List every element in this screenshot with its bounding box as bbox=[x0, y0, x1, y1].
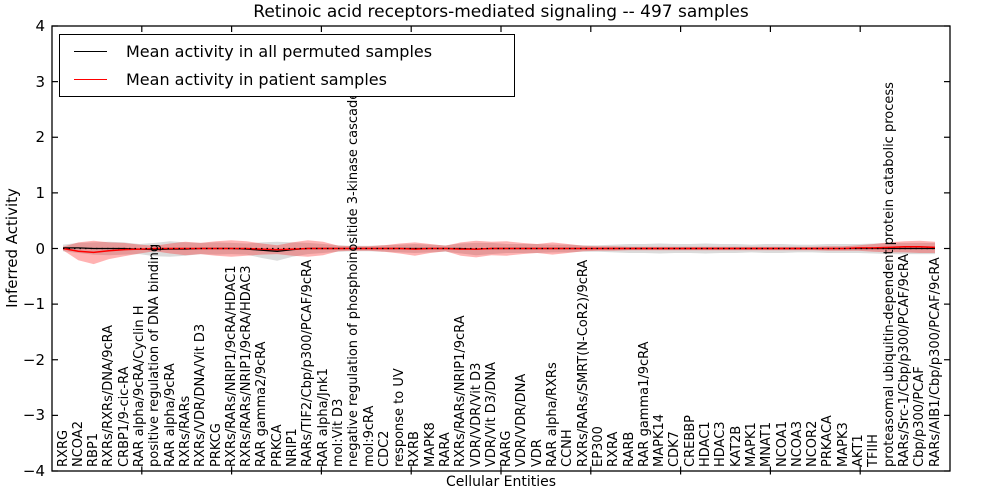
y-tick-label: 2 bbox=[35, 128, 45, 147]
x-tick-label: CDC2 bbox=[376, 430, 392, 467]
legend-label: Mean activity in patient samples bbox=[126, 69, 387, 89]
x-tick-label: MAPK3 bbox=[835, 422, 851, 467]
x-tick-label: RBP1 bbox=[86, 432, 102, 467]
x-tick-label: VDR/VDR/Vit D3 bbox=[468, 362, 484, 467]
x-tick-label: mol:Vit D3 bbox=[330, 398, 346, 467]
x-tick-label: mol:9cRA bbox=[361, 405, 377, 467]
y-tick-label: 3 bbox=[35, 72, 45, 91]
y-tick-label: −4 bbox=[22, 462, 45, 480]
x-tick-label: RXRA bbox=[606, 431, 622, 467]
legend: Mean activity in all permuted samples Me… bbox=[59, 34, 515, 97]
x-tick-label: VDR bbox=[529, 439, 545, 467]
y-tick-label: −3 bbox=[22, 406, 45, 425]
x-tick-label: EP300 bbox=[590, 426, 606, 467]
x-tick-label: RXRs/RARs/NRIP1/9cRA/HDAC3 bbox=[239, 265, 255, 467]
legend-label: Mean activity in all permuted samples bbox=[126, 42, 433, 62]
permuted-std-band bbox=[63, 241, 935, 261]
x-tick-label: RARA bbox=[438, 432, 453, 467]
x-tick-label: PRKCA bbox=[269, 424, 285, 467]
x-tick-label: NCOA2 bbox=[70, 421, 86, 467]
x-tick-label: NCOR2 bbox=[805, 420, 821, 467]
y-tick-label: −1 bbox=[22, 295, 45, 314]
x-tick-label: response to UV bbox=[392, 368, 408, 467]
y-tick-label: −2 bbox=[22, 350, 45, 369]
x-tick-label: RAR alpha/Jnk1 bbox=[315, 368, 331, 467]
x-tick-label: MNAT1 bbox=[759, 421, 775, 467]
x-tick-label: Cbp/p300/PCAF bbox=[912, 366, 928, 467]
y-tick-label: 0 bbox=[35, 239, 45, 258]
y-tick-label: 4 bbox=[35, 17, 45, 35]
x-tick-label: CRBP1/9-cic-RA bbox=[116, 366, 132, 467]
chart-title: Retinoic acid receptors-mediated signali… bbox=[253, 2, 749, 22]
x-tick-label: RARs/Src-1/Cbp/p300/PCAF/9cRA bbox=[896, 253, 912, 467]
x-tick-label: MAPK8 bbox=[422, 422, 438, 467]
x-tick-label: RAR alpha/RXRs bbox=[545, 362, 560, 467]
legend-item: Mean activity in patient samples bbox=[60, 70, 514, 89]
x-tick-label: VDR/VDR/DNA bbox=[514, 373, 530, 467]
x-tick-label: PRKCG bbox=[208, 423, 224, 467]
x-tick-label: RAR alpha/9cRA/Cyclin H bbox=[132, 305, 147, 467]
x-tick-label: RAR gamma1/9cRA bbox=[636, 341, 652, 467]
x-tick-label: NCOA3 bbox=[789, 421, 805, 467]
x-tick-label: NRIP1 bbox=[285, 428, 300, 467]
x-tick-label: RXRs/RARs/NRIP1/9cRA/HDAC1 bbox=[223, 265, 239, 467]
plot-frame bbox=[51, 25, 951, 472]
patient-std-band bbox=[63, 240, 935, 265]
x-tick-label: TFIIH bbox=[866, 434, 882, 467]
x-tick-label: proteasomal ubiquitin-dependent protein … bbox=[881, 82, 897, 467]
x-tick-label: RXRs/RARs bbox=[177, 395, 193, 467]
x-tick-label: VDR/Vit D3/DNA bbox=[483, 361, 499, 467]
x-tick-label: RAR gamma2/9cRA bbox=[254, 341, 270, 467]
x-tick-label: MAPK1 bbox=[743, 422, 759, 467]
x-axis-label: Cellular Entities bbox=[445, 474, 557, 490]
x-tick-label: KAT2B bbox=[728, 425, 744, 467]
x-tick-label: MAPK14 bbox=[652, 413, 668, 467]
legend-item: Mean activity in all permuted samples bbox=[60, 42, 514, 61]
legend-line-patient-icon bbox=[74, 78, 107, 80]
x-tick-label: HDAC3 bbox=[713, 421, 729, 467]
x-tick-label: RARs/TIF2/Cbp/p300/PCAF/9cRA bbox=[300, 259, 316, 467]
y-tick-label: 1 bbox=[35, 183, 45, 202]
x-tick-label: RXRs/VDR/DNA/Vit D3 bbox=[193, 323, 209, 467]
x-tick-label: RARs/AIB1/Cbp/p300/PCAF/9cRA bbox=[927, 257, 943, 467]
x-tick-label: RAR alpha/9cRA bbox=[162, 363, 178, 467]
x-tick-label: CDK7 bbox=[667, 431, 683, 467]
x-tick-label: RXRs/RXRs/DNA/9cRA bbox=[101, 324, 117, 467]
x-tick-label: CCNH bbox=[560, 429, 576, 467]
x-tick-label: NCOA1 bbox=[774, 421, 790, 467]
x-tick-label: RXRs/RARs/NRIP1/9cRA bbox=[453, 315, 469, 467]
x-tick-label: HDAC1 bbox=[698, 421, 713, 467]
x-tick-label: RXRs/RARs/SMRT(N-CoR2)/9cRA bbox=[575, 259, 591, 467]
x-tick-label: CREBBP bbox=[682, 415, 698, 467]
x-tick-label: negative regulation of phosphoinositide … bbox=[346, 91, 362, 467]
x-tick-label: positive regulation of DNA binding bbox=[147, 243, 163, 467]
x-tick-label: RARB bbox=[621, 431, 637, 467]
x-tick-label: RXRG bbox=[55, 429, 71, 467]
x-tick-label: AKT1 bbox=[851, 434, 866, 467]
x-tick-label: RXRB bbox=[407, 431, 423, 467]
legend-line-permuted-icon bbox=[74, 51, 107, 53]
x-tick-label: PRKACA bbox=[820, 415, 836, 467]
x-tick-label: RARG bbox=[499, 430, 515, 467]
